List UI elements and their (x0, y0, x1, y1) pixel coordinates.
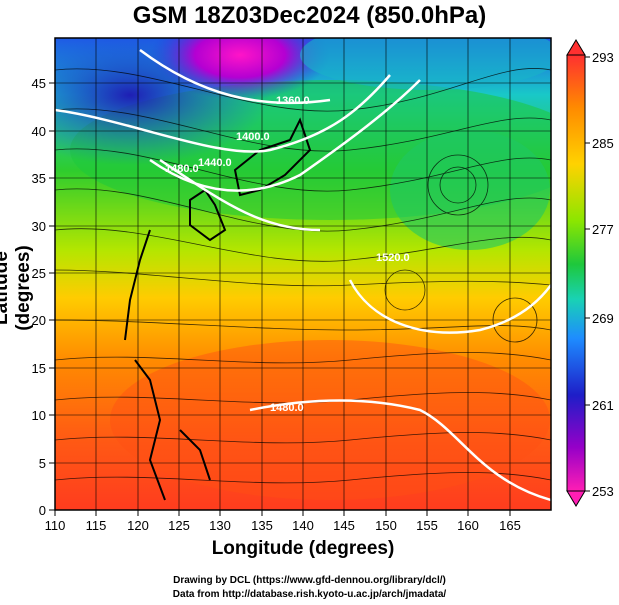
y-tick-label: 45 (32, 76, 46, 91)
colorbar-min-arrow (566, 490, 586, 507)
y-tick-marks (49, 82, 55, 511)
x-tick-label: 150 (375, 518, 397, 533)
credit-drawing: Drawing by DCL (https://www.gfd-dennou.o… (173, 575, 446, 586)
contour-label: 1520.0 (376, 252, 410, 264)
colorbar-label: 269 (592, 311, 614, 326)
y-tick-label: 25 (32, 266, 46, 281)
y-tick-labels: 0 5 10 15 20 25 30 35 40 45 (32, 76, 46, 518)
colorbar-label: 285 (592, 136, 614, 151)
height-contours (55, 48, 551, 502)
y-tick-label: 35 (32, 171, 46, 186)
y-tick-label: 0 (39, 503, 46, 518)
contour-label: 1480.0 (165, 163, 199, 175)
x-tick-label: 125 (168, 518, 190, 533)
x-tick-label: 155 (416, 518, 438, 533)
y-tick-label: 30 (32, 219, 46, 234)
x-tick-label: 110 (45, 518, 66, 533)
y-tick-label: 10 (32, 408, 46, 423)
y-tick-label: 40 (32, 124, 46, 139)
x-tick-label: 140 (292, 518, 314, 533)
x-axis-label: Longitude (degrees) (211, 538, 395, 559)
colorbar: 293 285 277 269 261 253 (566, 39, 614, 507)
y-axis-label: Latitude (degrees) (0, 245, 34, 331)
contour-label: 1360.0 (276, 95, 310, 107)
x-tick-label: 145 (333, 518, 355, 533)
colorbar-label: 293 (592, 50, 614, 65)
colorbar-label: 277 (592, 222, 614, 237)
credit-data-source: Data from http://database.rish.kyoto-u.a… (172, 589, 447, 600)
y-tick-label: 5 (39, 456, 46, 471)
x-tick-labels: 110 115 120 125 130 135 140 145 150 155 … (45, 518, 521, 533)
x-tick-label: 115 (86, 518, 107, 533)
x-tick-label: 130 (209, 518, 231, 533)
y-tick-label: 15 (32, 361, 46, 376)
colorbar-gradient (566, 54, 586, 492)
colorbar-label: 261 (592, 398, 614, 413)
colorbar-label: 253 (592, 484, 614, 499)
y-tick-label: 20 (32, 313, 46, 328)
x-tick-label: 160 (457, 518, 479, 533)
contour-label: 1440.0 (198, 157, 232, 169)
x-tick-marks (54, 510, 511, 516)
x-tick-label: 165 (499, 518, 521, 533)
colorbar-max-arrow (566, 39, 586, 56)
lat-lon-grid (55, 38, 551, 510)
x-tick-label: 120 (127, 518, 149, 533)
contour-label: 1480.0 (270, 402, 304, 414)
contour-label: 1400.0 (236, 131, 270, 143)
contour-labels: 1360.0 1400.0 1440.0 1480.0 1520.0 1480.… (165, 95, 410, 414)
x-tick-label: 135 (251, 518, 273, 533)
map-title: GSM 18Z03Dec2024 (850.0hPa) (132, 2, 487, 29)
